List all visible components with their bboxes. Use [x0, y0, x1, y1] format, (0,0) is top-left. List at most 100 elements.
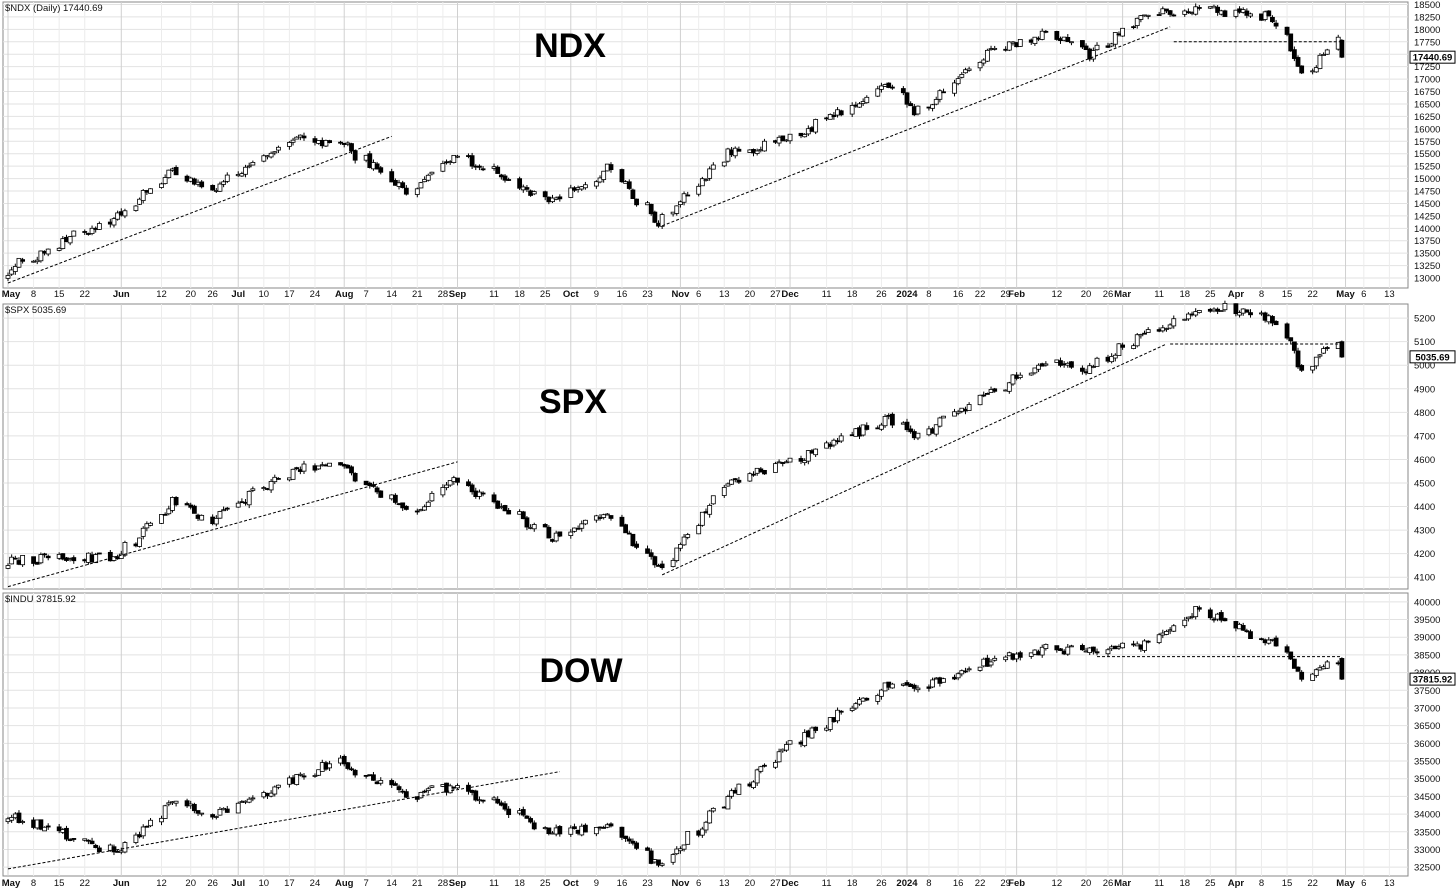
candle-body [268, 792, 274, 797]
candle-body [272, 151, 278, 154]
x-tick-label: 7 [363, 878, 368, 889]
x-tick-label: 16 [953, 289, 964, 300]
candle-body [1171, 14, 1177, 17]
candle-body [191, 803, 197, 812]
y-tick-label: 4600 [1414, 455, 1435, 466]
candle-body [751, 781, 756, 789]
candle-body [1288, 651, 1294, 660]
candle-body [162, 513, 168, 516]
candle-body [981, 394, 987, 397]
candle-body [1032, 36, 1038, 44]
candle-body [137, 537, 142, 547]
y-tick-label: 16250 [1414, 112, 1440, 123]
candle-body [45, 555, 51, 559]
candle-body [941, 678, 946, 683]
candle-body [140, 190, 146, 201]
candle-body [374, 163, 380, 170]
candle-body [166, 508, 172, 515]
candle-body [31, 556, 36, 564]
candle-body [327, 462, 332, 467]
x-tick-label: 13 [1384, 878, 1395, 889]
x-tick-label: 13 [719, 878, 730, 889]
candle-body [1321, 54, 1327, 56]
candle-body [276, 146, 281, 151]
candles [5, 3, 1345, 282]
candle-body [1284, 26, 1290, 35]
candle-body [1240, 625, 1246, 631]
candles [5, 300, 1345, 570]
candle-body [674, 547, 680, 561]
y-tick-label: 32500 [1414, 863, 1440, 874]
y-tick-label: 17750 [1414, 37, 1440, 48]
x-tick-label: 13 [719, 289, 730, 300]
candle-body [1039, 646, 1045, 656]
candle-body [747, 473, 753, 482]
candle-body [937, 90, 943, 100]
candle-body [685, 194, 691, 197]
candle-body [71, 230, 77, 237]
candle-body [977, 666, 983, 671]
candle-body [1120, 642, 1126, 649]
candle-body [56, 247, 62, 251]
candle-body [1321, 348, 1327, 354]
candle-body [1237, 312, 1242, 316]
x-tick-label: Aug [335, 878, 354, 889]
candle-body [882, 416, 888, 427]
candle-body [378, 780, 384, 784]
trendline [7, 135, 392, 284]
y-tick-label: 5000 [1414, 361, 1435, 372]
candle-body [1273, 637, 1279, 647]
candle-body [12, 266, 18, 272]
candle-body [678, 544, 683, 549]
candle-body [645, 847, 650, 851]
y-tick-label: 16500 [1414, 99, 1440, 110]
candle-body [1244, 10, 1250, 16]
candle-body [371, 774, 376, 781]
x-tick-label: 2024 [896, 878, 918, 889]
x-tick-label: Aug [335, 289, 354, 300]
candle-body [38, 554, 44, 564]
candle-body [144, 825, 150, 828]
candle-body [915, 432, 921, 439]
y-tick-label: 4300 [1414, 526, 1435, 537]
candle-body [710, 495, 716, 505]
candle-body [9, 817, 15, 821]
candle-body [403, 187, 409, 195]
candle-body [941, 91, 946, 94]
candle-body [1182, 318, 1188, 321]
x-tick-label: 20 [1081, 289, 1092, 300]
y-tick-label: 16750 [1414, 87, 1440, 98]
candle-body [440, 487, 446, 496]
candle-body [477, 165, 482, 168]
candle-body [213, 518, 219, 525]
x-tick-label: 26 [876, 878, 887, 889]
candle-body [224, 507, 230, 510]
last-value-label: 5035.69 [1415, 352, 1449, 363]
candle-body [648, 552, 654, 557]
candle-body [422, 790, 428, 793]
x-tick-label: 20 [1081, 878, 1092, 889]
candle-body [1218, 612, 1224, 621]
x-tick-label: 26 [207, 878, 218, 889]
candle-body [1259, 638, 1264, 641]
candle-body [140, 826, 146, 837]
candle-body [608, 823, 614, 827]
x-tick-label: 20 [185, 878, 196, 889]
candle-body [659, 863, 665, 866]
candle-body [1003, 656, 1009, 661]
candle-body [1324, 49, 1330, 55]
candle-body [491, 797, 497, 801]
candle-body [173, 496, 179, 506]
x-tick-label: 6 [696, 878, 701, 889]
x-tick-label: 8 [31, 289, 36, 300]
candle-body [1248, 13, 1253, 17]
candle-body [1142, 640, 1147, 651]
candle-body [802, 460, 808, 464]
candle-body [1339, 341, 1345, 358]
candle-body [221, 509, 227, 512]
candle-body [783, 744, 789, 751]
x-tick-label: 10 [259, 289, 270, 300]
candle-body [670, 559, 676, 567]
candle-body [864, 96, 870, 104]
x-tick-label: 7 [363, 289, 368, 300]
